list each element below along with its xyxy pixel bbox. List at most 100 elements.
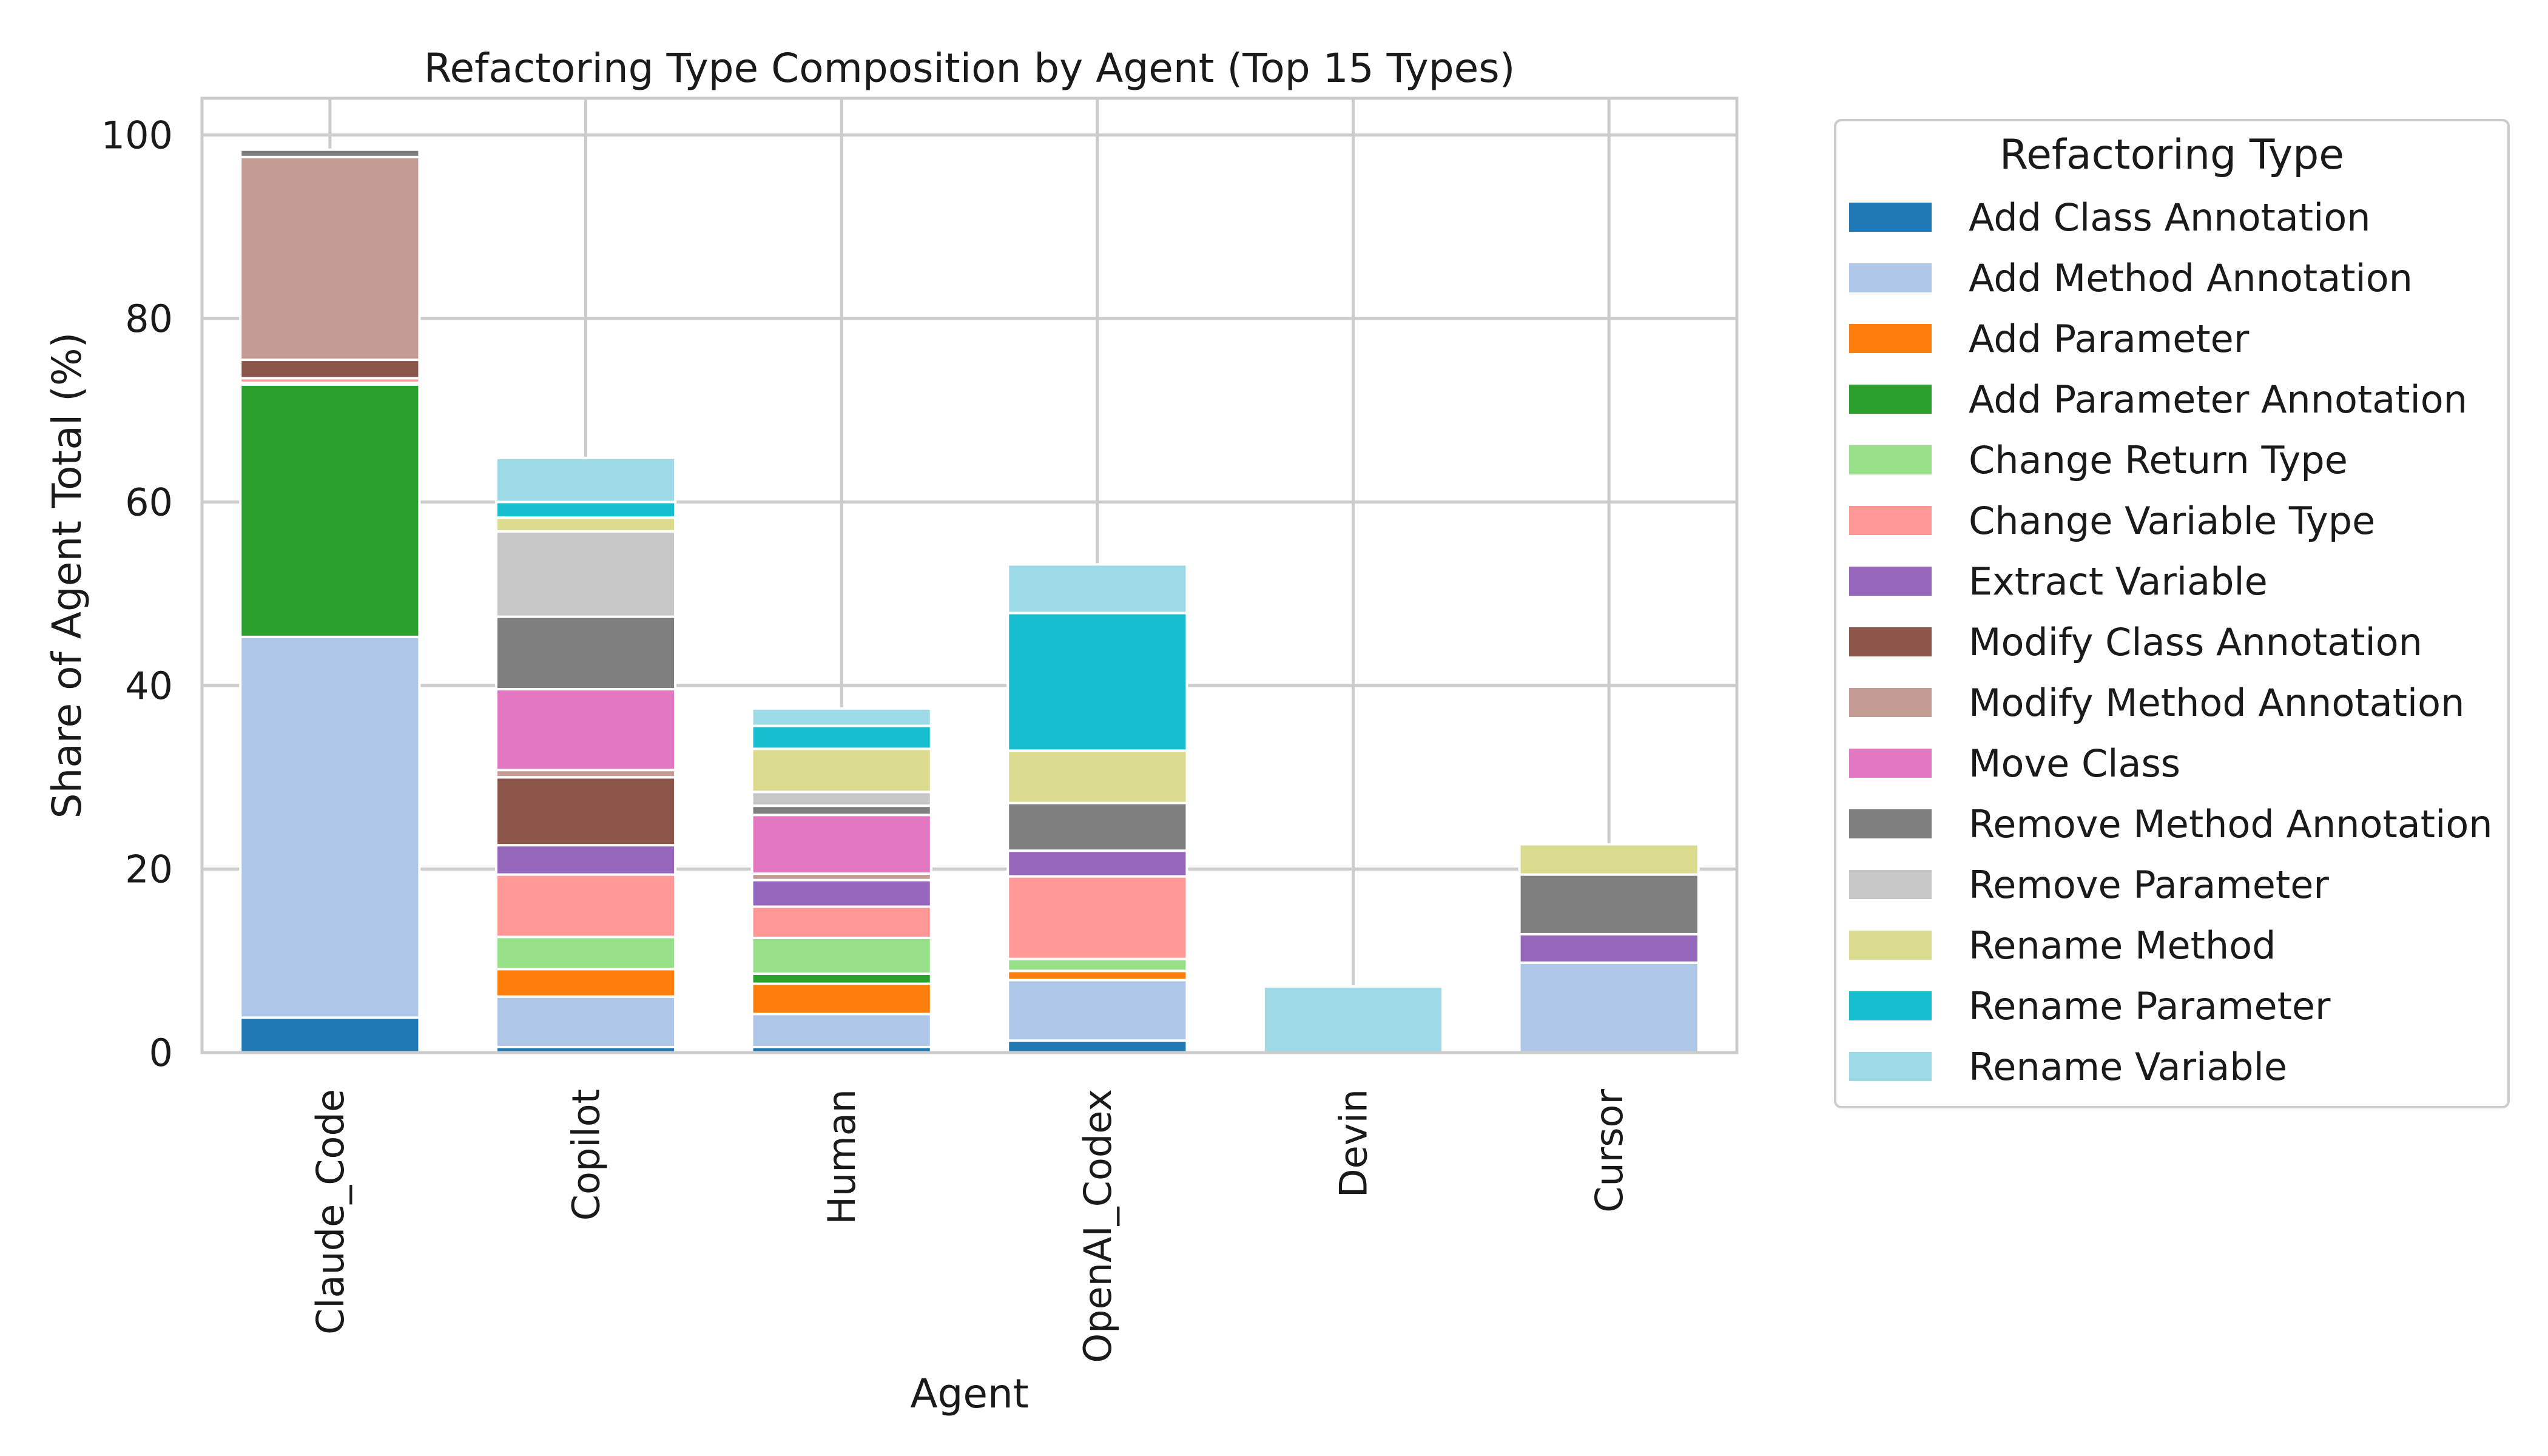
- legend-item: Extract Variable: [1849, 559, 2268, 604]
- bar-segment: [750, 747, 932, 794]
- legend-item: Add Class Annotation: [1849, 195, 2371, 240]
- bar-segment: [1006, 849, 1188, 878]
- legend-box: [1834, 119, 2510, 1108]
- bar-segment: [239, 359, 421, 380]
- legend-swatch: [1849, 688, 1932, 717]
- legend-swatch: [1849, 870, 1932, 899]
- legend-swatch: [1849, 385, 1932, 414]
- bar-segment: [239, 635, 421, 1019]
- legend-item: Modify Class Annotation: [1849, 620, 2422, 664]
- bar-segment: [494, 615, 677, 691]
- legend-label: Add Method Annotation: [1969, 256, 2413, 300]
- bar-segment: [239, 148, 421, 158]
- legend-label: Modify Method Annotation: [1969, 681, 2464, 725]
- x-tick-label: Human: [820, 1089, 864, 1225]
- legend-swatch: [1849, 931, 1932, 960]
- legend-swatch: [1849, 324, 1932, 353]
- bar-segment: [239, 1016, 421, 1054]
- bar-segment: [494, 844, 677, 876]
- bar-segment: [1006, 1039, 1188, 1054]
- bar-segment: [750, 814, 932, 875]
- bar-segment: [239, 155, 421, 362]
- bar-segment: [1006, 563, 1188, 615]
- x-tick-label: Claude_Code: [308, 1089, 352, 1335]
- bar-segment: [1006, 875, 1188, 960]
- bar-segment: [494, 456, 677, 504]
- bar-segment: [494, 968, 677, 998]
- y-tick-label: 0: [149, 1031, 173, 1075]
- legend-item: Add Parameter Annotation: [1849, 377, 2467, 422]
- bar-segment: [1518, 932, 1700, 964]
- x-tick-label: OpenAI_Codex: [1076, 1089, 1120, 1363]
- x-tick-label: Copilot: [564, 1089, 608, 1221]
- y-tick-label: 20: [125, 848, 173, 892]
- y-tick-label: 40: [125, 664, 173, 708]
- legend-label: Rename Variable: [1969, 1045, 2287, 1089]
- bar-segment: [750, 724, 932, 750]
- bar-segment: [750, 790, 932, 807]
- bar-segment: [750, 707, 932, 727]
- legend-item: Rename Method: [1849, 923, 2276, 968]
- legend-swatch: [1849, 1052, 1932, 1081]
- bar-segment: [1518, 961, 1700, 1054]
- bar-segment: [1006, 979, 1188, 1042]
- bar-segment: [1006, 957, 1188, 972]
- legend-item: Change Variable Type: [1849, 499, 2375, 543]
- bar-segment: [750, 878, 932, 908]
- legend-swatch: [1849, 263, 1932, 292]
- legend-label: Modify Class Annotation: [1969, 620, 2422, 664]
- bar-segment: [494, 516, 677, 533]
- bar-segment: [1006, 612, 1188, 752]
- legend-label: Add Parameter: [1969, 317, 2250, 361]
- bar-segment: [494, 688, 677, 772]
- legend-item: Add Method Annotation: [1849, 256, 2413, 300]
- legend-item: Add Parameter: [1849, 317, 2250, 361]
- bar-segment: [494, 776, 677, 847]
- legend-label: Add Class Annotation: [1969, 195, 2371, 240]
- legend-swatch: [1849, 627, 1932, 656]
- legend-label: Extract Variable: [1969, 559, 2268, 604]
- bar-segment: [1262, 985, 1444, 1054]
- bar-segment: [1518, 843, 1700, 876]
- legend-label: Move Class: [1969, 741, 2180, 786]
- legend-swatch: [1849, 203, 1932, 232]
- plot-frame: [200, 96, 1739, 1054]
- legend-swatch: [1849, 749, 1932, 778]
- legend-swatch: [1849, 445, 1932, 474]
- bars: [239, 148, 1700, 1054]
- x-tick-label: Cursor: [1587, 1089, 1631, 1213]
- legend-item: Modify Method Annotation: [1849, 681, 2464, 725]
- bar-segment: [1518, 873, 1700, 935]
- legend-swatch: [1849, 991, 1932, 1020]
- legend-item: Move Class: [1849, 741, 2180, 786]
- y-axis-label: Share of Agent Total (%): [44, 332, 90, 819]
- bar-segment: [494, 873, 677, 939]
- legend-label: Rename Method: [1969, 923, 2276, 968]
- bar-segment: [1006, 969, 1188, 982]
- legend-item: Remove Method Annotation: [1849, 802, 2493, 846]
- y-tick-label: 60: [125, 480, 173, 525]
- x-axis-label: Agent: [910, 1370, 1028, 1417]
- bar-segment: [1006, 801, 1188, 852]
- legend-label: Add Parameter Annotation: [1969, 377, 2467, 422]
- legend-title: Refactoring Type: [2000, 131, 2344, 179]
- legend-label: Remove Method Annotation: [1969, 802, 2493, 846]
- x-tick-label: Devin: [1332, 1089, 1376, 1198]
- bar-segment: [1006, 749, 1188, 804]
- y-tick-label: 80: [125, 297, 173, 341]
- legend-item: Remove Parameter: [1849, 863, 2329, 907]
- bar-segment: [750, 982, 932, 1016]
- legend-label: Change Variable Type: [1969, 499, 2375, 543]
- bar-segment: [494, 995, 677, 1048]
- bar-segment: [750, 804, 932, 817]
- legend-swatch: [1849, 567, 1932, 596]
- legend-item: Rename Parameter: [1849, 984, 2331, 1028]
- bar-segment: [750, 936, 932, 975]
- legend-item: Rename Variable: [1849, 1045, 2287, 1089]
- y-tick-label: 100: [101, 113, 173, 158]
- legend-label: Change Return Type: [1969, 438, 2348, 482]
- bar-segment: [494, 500, 677, 519]
- legend-label: Rename Parameter: [1969, 984, 2331, 1028]
- legend-swatch: [1849, 506, 1932, 535]
